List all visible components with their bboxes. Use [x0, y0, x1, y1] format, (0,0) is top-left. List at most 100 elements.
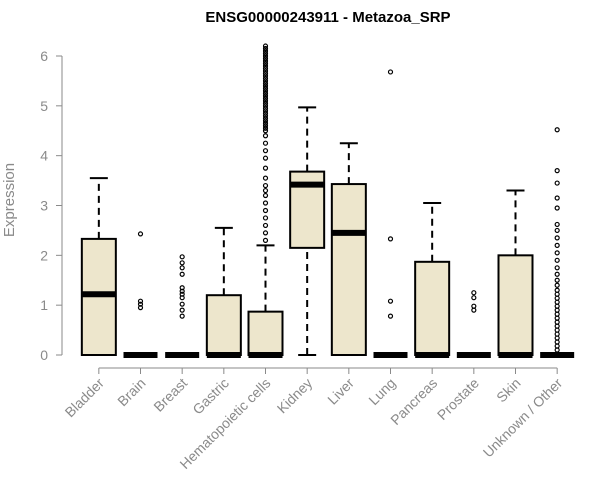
- outlier-point: [179, 313, 185, 319]
- box-breast: [165, 254, 200, 358]
- outlier-point: [179, 307, 185, 313]
- outlier-point: [262, 80, 269, 87]
- outlier-point: [262, 110, 269, 116]
- outlier-point: [554, 205, 560, 211]
- outlier-point: [262, 222, 269, 229]
- outlier-point: [262, 55, 269, 62]
- box-gastric: [205, 226, 242, 358]
- outlier-point: [262, 98, 269, 104]
- y-axis: 0 1 2 3 4 5 6: [40, 48, 63, 363]
- x-tick-label: Bladder: [62, 375, 108, 421]
- outlier-point: [554, 250, 560, 256]
- outlier-point: [262, 60, 269, 67]
- outlier-point: [554, 287, 560, 293]
- outlier-point: [262, 95, 269, 101]
- outlier-point: [179, 271, 185, 277]
- outlier-point: [554, 221, 560, 228]
- box-kidney: [289, 106, 326, 356]
- outlier-point: [262, 73, 269, 79]
- outlier-point: [179, 291, 185, 297]
- outlier-point: [262, 105, 269, 111]
- outlier-point: [262, 148, 269, 154]
- outlier-point: [262, 85, 269, 91]
- outlier-point: [137, 298, 144, 304]
- outlier-point: [554, 180, 560, 186]
- box-hematopoietic-cells: [247, 43, 284, 358]
- y-tick-label: 0: [40, 347, 48, 363]
- box-iqr: [247, 310, 284, 356]
- outlier-point: [262, 120, 269, 126]
- outlier-point: [554, 277, 560, 283]
- outlier-point: [262, 113, 269, 119]
- box-iqr: [205, 294, 242, 357]
- outlier-point: [137, 231, 144, 237]
- x-tick-label: Skin: [493, 375, 524, 406]
- outlier-point: [471, 303, 477, 309]
- outlier-point: [262, 83, 269, 89]
- outlier-point: [262, 50, 269, 57]
- outlier-point: [262, 58, 269, 64]
- box-liver: [330, 142, 367, 356]
- box-prostate: [456, 290, 491, 358]
- outlier-point: [471, 290, 477, 296]
- outlier-point: [262, 115, 269, 121]
- outlier-point: [262, 70, 269, 77]
- outlier-point: [262, 125, 269, 131]
- x-tick-label: Prostate: [434, 375, 482, 423]
- outlier-point: [179, 260, 185, 266]
- outlier-point: [262, 175, 269, 181]
- outlier-point: [262, 207, 269, 214]
- outlier-point: [262, 165, 269, 171]
- outlier-point: [262, 43, 269, 49]
- x-tick-label: Brain: [114, 375, 148, 409]
- outlier-point: [262, 133, 269, 139]
- x-tick-label: Unknown / Other: [480, 375, 566, 461]
- outlier-point: [262, 108, 269, 114]
- outlier-point: [262, 215, 269, 221]
- outlier-point: [262, 48, 269, 54]
- outlier-point: [262, 68, 269, 74]
- outlier-point: [262, 128, 269, 134]
- x-tick-label: Kidney: [274, 375, 316, 417]
- x-tick-label: Liver: [324, 375, 357, 408]
- outlier-point: [179, 285, 185, 291]
- outlier-point: [262, 78, 269, 84]
- outlier-point: [262, 103, 269, 109]
- outlier-point: [262, 155, 269, 161]
- outlier-point: [554, 195, 560, 201]
- box-skin: [497, 189, 534, 358]
- outlier-point: [262, 123, 269, 129]
- box-lung: [373, 69, 408, 358]
- outlier-point: [554, 271, 560, 277]
- outlier-point: [554, 257, 560, 263]
- outlier-point: [387, 313, 394, 319]
- outlier-point: [262, 140, 269, 146]
- y-tick-label: 6: [40, 48, 48, 64]
- outlier-point: [262, 45, 269, 52]
- outlier-point: [387, 69, 394, 75]
- outlier-point: [471, 295, 477, 301]
- outlier-point: [554, 235, 560, 241]
- outlier-point: [262, 63, 269, 69]
- y-tick-label: 1: [40, 297, 48, 313]
- y-tick-label: 3: [40, 198, 48, 214]
- outlier-point: [262, 100, 269, 106]
- y-tick-label: 5: [40, 98, 48, 114]
- outlier-point: [262, 88, 269, 94]
- box-bladder: [80, 177, 117, 356]
- outlier-point: [554, 242, 560, 248]
- box-iqr: [497, 254, 534, 356]
- chart-title: ENSG00000243911 - Metazoa_SRP: [205, 9, 450, 26]
- y-axis-label: Expression: [1, 163, 18, 237]
- outlier-point: [554, 227, 560, 234]
- y-tick-label: 2: [40, 247, 48, 263]
- outlier-point: [262, 65, 269, 72]
- outlier-point: [554, 168, 560, 174]
- x-tick-label: Breast: [150, 375, 190, 415]
- outlier-point: [554, 265, 560, 271]
- outlier-point: [179, 265, 185, 271]
- outlier-point: [262, 53, 269, 59]
- outlier-point: [262, 200, 269, 206]
